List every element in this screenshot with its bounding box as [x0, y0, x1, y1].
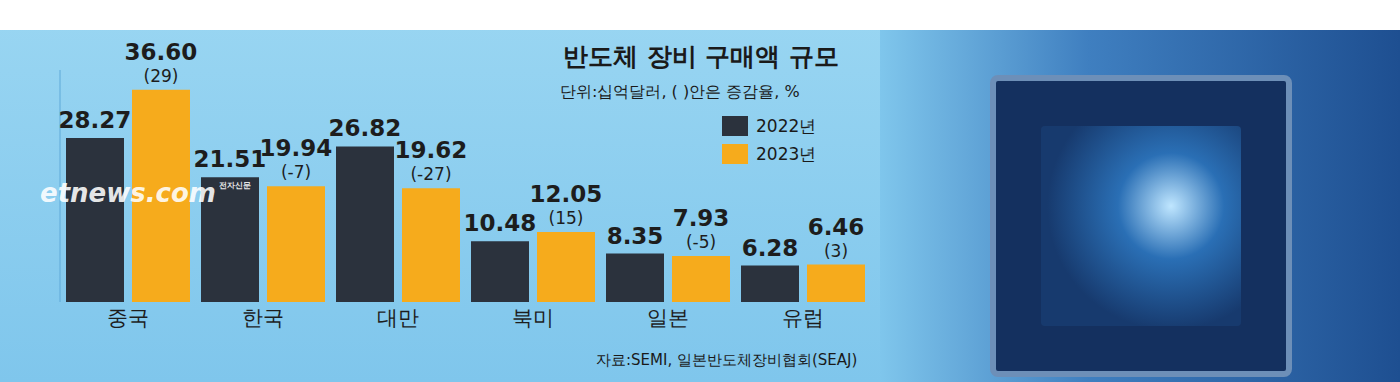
svg-text:(29): (29) [144, 66, 179, 86]
html-text:2022년: 2022년 [756, 115, 817, 136]
svg-text:26.82: 26.82 [329, 115, 402, 141]
svg-text:한국: 한국 [242, 306, 284, 330]
svg-text:유럽: 유럽 [782, 306, 824, 330]
svg-text:대만: 대만 [377, 306, 419, 330]
svg-text:일본: 일본 [647, 306, 689, 330]
svg-text:중국: 중국 [107, 306, 149, 330]
html-text:etnews.com: etnews.com [40, 178, 216, 208]
svg-text:19.94: 19.94 [260, 135, 333, 161]
svg-text:(15): (15) [549, 208, 584, 228]
svg-text:6.46: 6.46 [808, 214, 865, 240]
svg-text:19.62: 19.62 [395, 137, 468, 163]
svg-text:(3): (3) [824, 241, 848, 261]
svg-text:36.60: 36.60 [125, 39, 198, 65]
html-text:전자신문: 전자신문 [219, 181, 251, 190]
html-text:2023년: 2023년 [756, 143, 817, 164]
svg-text:21.51: 21.51 [194, 146, 267, 172]
svg-text:6.28: 6.28 [742, 235, 799, 261]
svg-text:7.93: 7.93 [673, 205, 730, 231]
html-text:반도체 장비 구매액 규모: 반도체 장비 구매액 규모 [563, 42, 840, 71]
html-text:단위:십억달러, ( )안은 증감율, %: 단위:십억달러, ( )안은 증감율, % [560, 82, 800, 101]
svg-text:(-27): (-27) [410, 164, 451, 184]
html-text:자료:SEMI, 일본반도체장비협회(SEAJ): 자료:SEMI, 일본반도체장비협회(SEAJ) [596, 351, 858, 369]
svg-text:10.48: 10.48 [464, 210, 537, 236]
svg-text:8.35: 8.35 [607, 223, 664, 249]
svg-text:(-5): (-5) [686, 232, 716, 252]
svg-text:(-7): (-7) [281, 162, 311, 182]
svg-text:28.27: 28.27 [59, 107, 132, 133]
svg-text:북미: 북미 [512, 306, 554, 330]
svg-text:12.05: 12.05 [530, 181, 603, 207]
